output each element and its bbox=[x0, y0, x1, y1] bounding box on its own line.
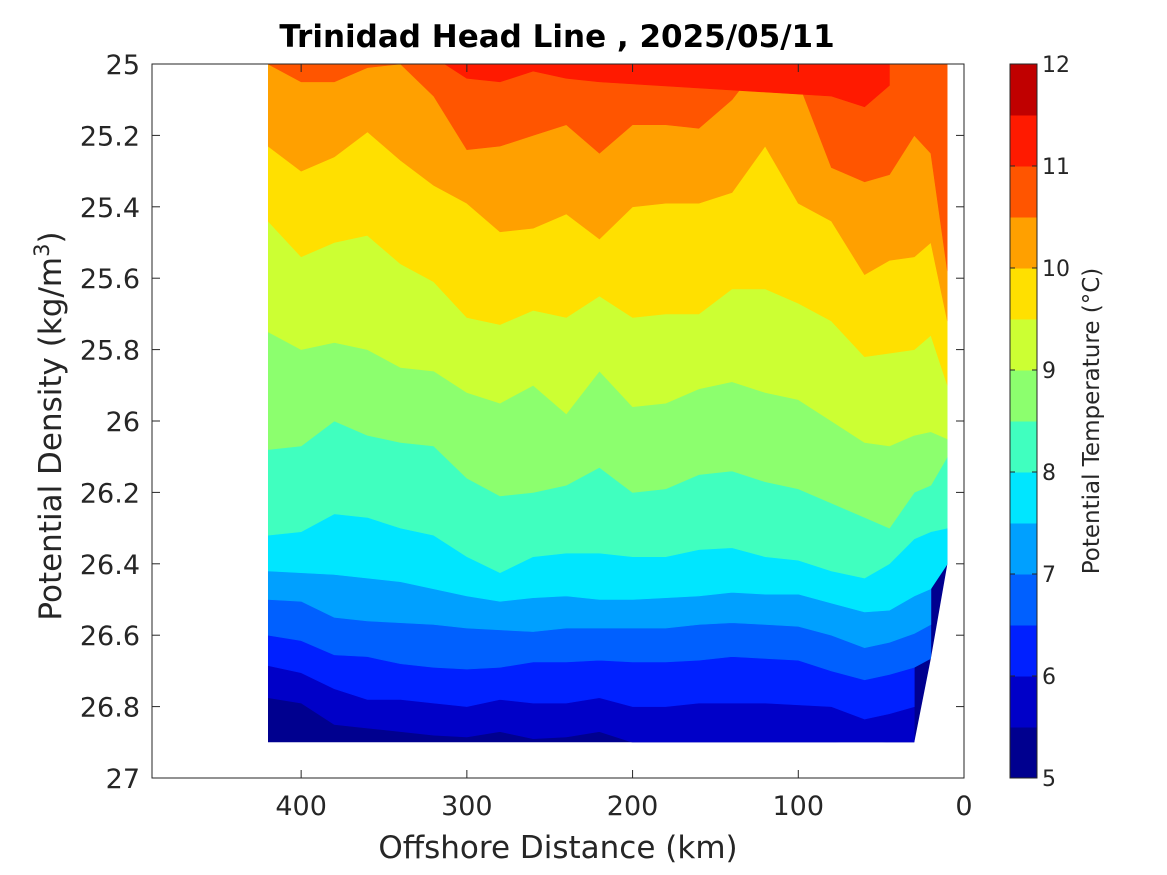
colorbar-swatch bbox=[1010, 625, 1037, 677]
y-tick-label: 25.6 bbox=[80, 264, 140, 295]
colorbar-tick-label: 5 bbox=[1042, 767, 1056, 792]
y-tick-label: 25.4 bbox=[80, 193, 140, 224]
colorbar-swatch bbox=[1010, 421, 1037, 473]
colorbar-tick-label: 9 bbox=[1042, 359, 1056, 384]
colorbar-swatch bbox=[1010, 370, 1037, 422]
colorbar-tick-label: 12 bbox=[1042, 53, 1070, 78]
y-tick-label: 26.4 bbox=[80, 550, 140, 581]
colorbar-swatch bbox=[1010, 472, 1037, 524]
chart-title: Trinidad Head Line , 2025/05/11 bbox=[279, 19, 834, 55]
y-tick-label: 26.8 bbox=[80, 693, 140, 724]
colorbar-swatch bbox=[1010, 268, 1037, 320]
colorbar-swatch bbox=[1010, 319, 1037, 371]
x-tick-label: 200 bbox=[607, 791, 659, 822]
colorbar-swatch bbox=[1010, 64, 1037, 116]
colorbar-swatch bbox=[1010, 166, 1037, 218]
y-tick-label: 26.2 bbox=[80, 478, 140, 509]
y-axis-label-superscript: 3 bbox=[30, 243, 54, 256]
colorbar-tick-label: 7 bbox=[1042, 563, 1056, 588]
colorbar-frame bbox=[1009, 63, 1038, 779]
colorbar-swatch bbox=[1010, 727, 1037, 779]
colorbar-tick-label: 8 bbox=[1042, 461, 1056, 486]
colorbar-tick-label: 11 bbox=[1042, 155, 1070, 180]
y-tick-label: 25.8 bbox=[80, 336, 140, 367]
y-axis-label-main: Potential Density (kg/m bbox=[33, 257, 69, 621]
contour-fill-layer bbox=[268, 64, 948, 743]
x-tick-label: 300 bbox=[441, 791, 493, 822]
y-tick-label: 25 bbox=[106, 50, 140, 81]
colorbar-swatch bbox=[1010, 523, 1037, 575]
y-axis-label-suffix: ) bbox=[33, 231, 69, 243]
y-tick-label: 26 bbox=[106, 407, 140, 438]
contour-band-10 bbox=[268, 64, 948, 322]
colorbar-swatch bbox=[1010, 217, 1037, 269]
colorbar-label: Potential Temperature (°C) bbox=[1079, 268, 1105, 575]
plot-frame bbox=[151, 63, 965, 779]
x-axis-label: Offshore Distance (km) bbox=[378, 830, 737, 866]
x-tick-label: 100 bbox=[773, 791, 825, 822]
x-tick-label: 400 bbox=[275, 791, 327, 822]
colorbar-tick-label: 6 bbox=[1042, 665, 1056, 690]
colorbar bbox=[1010, 64, 1037, 779]
contour-band-11 bbox=[433, 64, 890, 108]
x-tick-labels: 400 300 200 100 0 bbox=[275, 791, 972, 822]
y-axis-label: Potential Density (kg/m3) bbox=[30, 231, 69, 620]
colorbar-tick-label: 10 bbox=[1042, 257, 1070, 282]
colorbar-swatch bbox=[1010, 676, 1037, 728]
colorbar-swatch bbox=[1010, 115, 1037, 167]
y-tick-label: 27 bbox=[106, 764, 140, 795]
colorbar-swatch bbox=[1010, 574, 1037, 626]
y-tick-labels: 25 25.2 25.4 25.6 25.8 26 26.2 26.4 26.6 26.8 27 bbox=[80, 50, 140, 795]
x-tick-label: 0 bbox=[955, 791, 972, 822]
y-tick-label: 25.2 bbox=[80, 121, 140, 152]
y-tick-label: 26.6 bbox=[80, 621, 140, 652]
colorbar-ticks: 5 6 7 8 9 10 11 12 bbox=[1010, 53, 1070, 792]
